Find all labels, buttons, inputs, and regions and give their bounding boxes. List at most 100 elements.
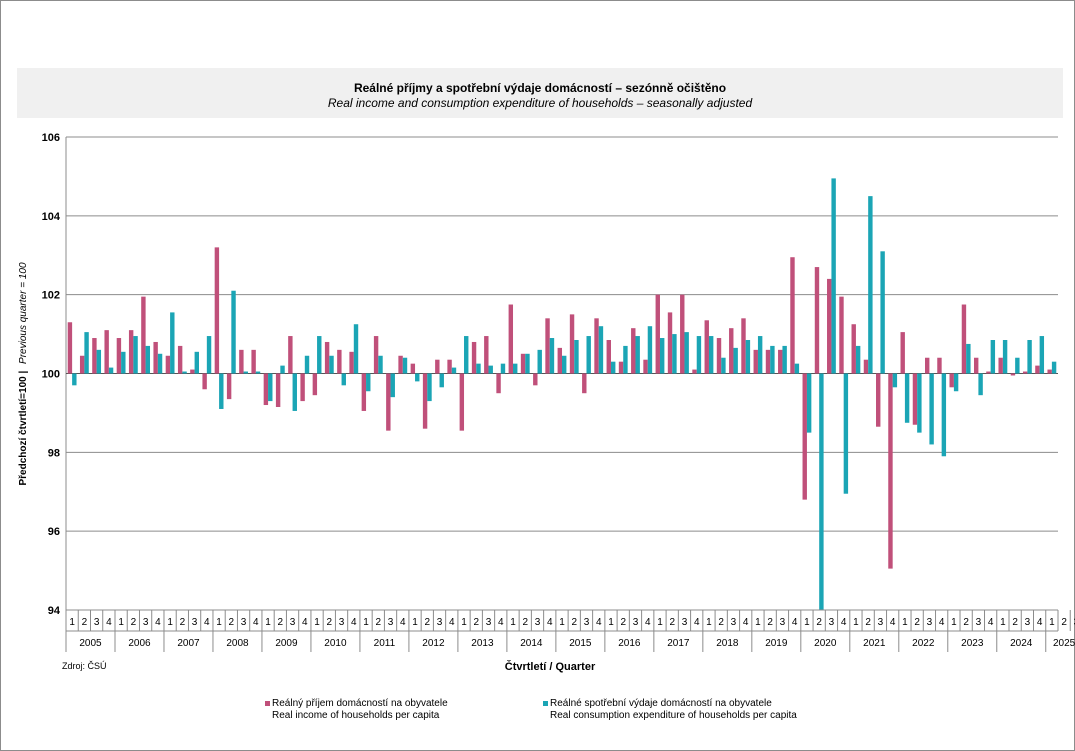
legend-label-income-en: Real income of households per capita [272,710,440,721]
bar-income [569,314,575,374]
quarter-label: 1 [1000,617,1006,628]
y-tick-label: 106 [42,132,60,144]
bar-income [410,363,416,374]
bar-income [582,373,587,394]
bar-consumption [451,367,457,374]
bar-consumption [194,351,199,374]
year-label: 2014 [520,638,543,649]
quarter-label: 3 [339,617,345,628]
bar-income [765,349,771,374]
bar-consumption [770,345,775,374]
quarter-label: 4 [792,617,798,628]
quarter-label: 3 [486,617,492,628]
bar-income [447,359,452,374]
bar-income [361,373,367,411]
quarter-label: 4 [939,617,945,628]
year-label: 2006 [128,638,151,649]
bar-income [422,373,428,429]
quarter-label: 2 [914,617,920,628]
bar-income [508,304,514,374]
bar-consumption [280,365,285,374]
quarter-label: 3 [829,617,835,628]
bar-consumption [672,334,677,374]
quarter-label: 1 [363,617,369,628]
bar-consumption [647,326,653,374]
quarter-label: 1 [755,617,761,628]
bar-consumption [574,340,579,374]
bar-income [961,304,967,374]
quarter-label: 2 [718,617,724,628]
bar-consumption [1015,357,1020,374]
bar-consumption [525,353,530,374]
year-label: 2023 [961,638,984,649]
quarter-label: 2 [424,617,430,628]
quarter-label: 3 [633,617,639,628]
year-label: 2017 [667,638,690,649]
bar-income [226,373,232,400]
legend-item-consumption: Reálné spotřební výdaje domácností na ob… [543,698,797,722]
bar-consumption [329,355,334,374]
bar-income [239,349,244,374]
bar-income [128,330,134,374]
bar-income [753,349,758,374]
bar-consumption [855,345,861,374]
bar-consumption [562,355,567,374]
bar-income [986,371,991,374]
bar-consumption [206,336,212,374]
quarter-label: 3 [780,617,786,628]
bar-consumption [794,363,800,374]
bar-income [667,312,673,374]
bar-consumption [378,355,383,374]
quarter-label: 3 [682,617,688,628]
source-note: Zdroj: ČSÚ [62,661,107,671]
bar-consumption [941,373,947,457]
quarter-label: 4 [351,617,357,628]
bar-consumption [243,371,248,374]
legend-label-consumption-en: Real consumption expenditure of househol… [550,710,797,721]
bar-income [618,361,624,374]
bar-consumption [966,343,971,374]
bar-consumption [990,340,996,374]
quarter-label: 4 [449,617,455,628]
bar-income [937,357,942,374]
bar-consumption [1027,340,1032,374]
legend-label-consumption-cz: Reálné spotřební výdaje domácností na ob… [550,698,772,709]
bar-consumption [402,357,408,374]
bar-consumption [500,363,506,374]
bar-income [202,373,207,390]
bar-income [790,257,795,374]
bar-consumption [121,351,126,374]
bar-consumption [341,373,346,386]
quarter-label: 1 [118,617,124,628]
quarter-label: 1 [657,617,663,628]
quarter-label: 4 [547,617,553,628]
year-label: 2015 [569,638,592,649]
quarter-label: 1 [804,617,810,628]
bar-consumption [904,373,910,423]
quarter-label: 1 [559,617,565,628]
bar-consumption [880,251,885,374]
bar-income [900,332,905,374]
legend-swatch-income [265,701,270,706]
bar-consumption [366,373,371,392]
bar-income [79,355,85,374]
quarter-label: 3 [94,617,100,628]
bar-income [1010,373,1016,376]
year-label: 2007 [177,638,200,649]
year-label: 2020 [814,638,837,649]
bar-income [214,247,220,374]
bar-income [1022,371,1028,374]
quarter-label: 3 [388,617,394,628]
bar-consumption [439,373,444,388]
x-axis-title: Čtvrtletí / Quarter [504,661,596,673]
bar-consumption [84,332,89,374]
quarter-label: 1 [265,617,271,628]
bar-income [153,341,158,374]
bar-consumption [182,371,187,374]
bar-consumption [917,373,922,433]
quarter-label: 4 [106,617,112,628]
year-label: 2021 [863,638,886,649]
quarter-label: 1 [216,617,222,628]
quarter-label: 3 [927,617,933,628]
